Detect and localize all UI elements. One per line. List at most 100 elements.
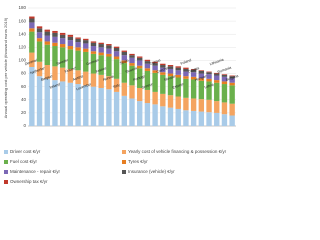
bar-segment xyxy=(121,63,127,83)
bar-segment xyxy=(52,46,58,67)
x-tick-label: France xyxy=(95,66,107,74)
bar-segment xyxy=(106,76,112,90)
bar-segment xyxy=(175,66,181,68)
bar-segment xyxy=(175,67,181,71)
bar-segment xyxy=(67,46,74,50)
bar-segment xyxy=(152,91,158,105)
bar-segment xyxy=(106,48,112,54)
bar-segment xyxy=(75,38,81,43)
bar-segment xyxy=(198,80,205,100)
bar-segment xyxy=(90,51,97,54)
bar-segment xyxy=(167,73,174,77)
bar-segment xyxy=(83,43,89,49)
bar-segment xyxy=(229,76,235,79)
bar-segment xyxy=(59,44,66,48)
bar-segment xyxy=(121,50,127,52)
bar-segment xyxy=(113,51,120,57)
x-tick-label: Czechia xyxy=(156,66,170,74)
bar-segment xyxy=(83,85,89,126)
legend-swatch xyxy=(122,170,126,174)
bar-segment xyxy=(75,47,81,51)
bar-segment xyxy=(113,46,120,48)
legend-label: Insurance (vehicle) €/yr xyxy=(128,169,175,174)
bar-segment xyxy=(59,47,66,68)
bar-segment xyxy=(206,71,212,73)
bar-segment xyxy=(152,65,158,71)
bar-segment xyxy=(129,63,135,66)
bar-segment xyxy=(206,72,212,75)
x-tick-label: Sweden xyxy=(56,58,70,66)
bar-segment xyxy=(221,74,228,77)
legend-swatch xyxy=(4,160,8,164)
bar-segment xyxy=(36,28,43,33)
y-tick-label: 120 xyxy=(18,45,26,50)
bar-segment xyxy=(75,50,81,71)
x-tick-label: Germany xyxy=(86,57,101,66)
bar-segment xyxy=(137,57,143,61)
bar-segment xyxy=(129,98,135,126)
bar-segment xyxy=(152,72,158,92)
bar-segment xyxy=(167,65,174,67)
bar-segment xyxy=(75,42,81,48)
y-tick-label: 80 xyxy=(21,71,27,76)
bar-segment xyxy=(98,44,104,48)
bar-segment xyxy=(129,65,135,86)
bar-segment xyxy=(67,82,74,126)
bar-segment xyxy=(190,72,197,77)
bar-segment xyxy=(221,81,228,85)
bar-segment xyxy=(183,71,189,77)
bar-segment xyxy=(137,68,143,88)
bar-segment xyxy=(36,76,43,126)
bar-segment xyxy=(214,80,220,83)
bar-segment xyxy=(160,65,166,68)
bar-segment xyxy=(90,73,97,87)
bar-segment xyxy=(67,40,74,47)
bar-segment xyxy=(137,65,143,69)
bar-segment xyxy=(52,30,58,33)
bar-segment xyxy=(121,95,127,126)
bar-segment xyxy=(144,70,151,90)
bar-segment xyxy=(198,111,205,126)
bar-segment xyxy=(198,73,205,79)
bar-segment xyxy=(98,87,104,126)
bar-segment xyxy=(121,82,127,96)
bar-segment xyxy=(214,101,220,113)
x-tick-label: Poland xyxy=(180,58,192,66)
bar-segment xyxy=(198,78,205,81)
bar-segment xyxy=(52,32,58,37)
bar-segment xyxy=(98,42,104,45)
bar-segment xyxy=(214,82,220,102)
bar-segment xyxy=(221,84,228,103)
bar-segment xyxy=(183,78,189,98)
y-tick-label: 160 xyxy=(18,18,26,23)
bar-segment xyxy=(183,68,189,72)
bar-segment xyxy=(137,56,143,58)
bar-segment xyxy=(36,61,43,77)
bar-segment xyxy=(106,56,112,77)
y-tick-label: 40 xyxy=(21,97,27,102)
bar-segment xyxy=(183,76,189,79)
legend-swatch xyxy=(4,150,8,154)
x-tick-label: Romania xyxy=(217,66,232,75)
bar-segment xyxy=(214,72,220,74)
bar-segment xyxy=(121,55,127,61)
x-tick-label: Belgium xyxy=(40,74,54,82)
bar-segment xyxy=(59,38,66,45)
bar-segment xyxy=(144,63,151,69)
bar-segment xyxy=(67,68,74,83)
chart: Annual operating cost per vehicle (thous… xyxy=(3,5,239,184)
bar-segment xyxy=(44,31,50,36)
bar-segment xyxy=(229,103,235,116)
bar-segment xyxy=(59,32,66,35)
bar-segment xyxy=(214,73,220,76)
x-tick-label: Greece xyxy=(141,82,153,90)
x-tick-label: Hungary xyxy=(194,74,208,82)
x-tick-label: Denmark xyxy=(24,58,39,67)
bar-segment xyxy=(106,45,112,49)
bar-segment xyxy=(44,41,50,45)
x-tick-label: Spain xyxy=(119,59,129,66)
bar-segment xyxy=(206,78,212,82)
x-tick-label: Finland xyxy=(64,66,76,74)
bar-segment xyxy=(190,68,197,70)
bar-segment xyxy=(152,61,158,64)
